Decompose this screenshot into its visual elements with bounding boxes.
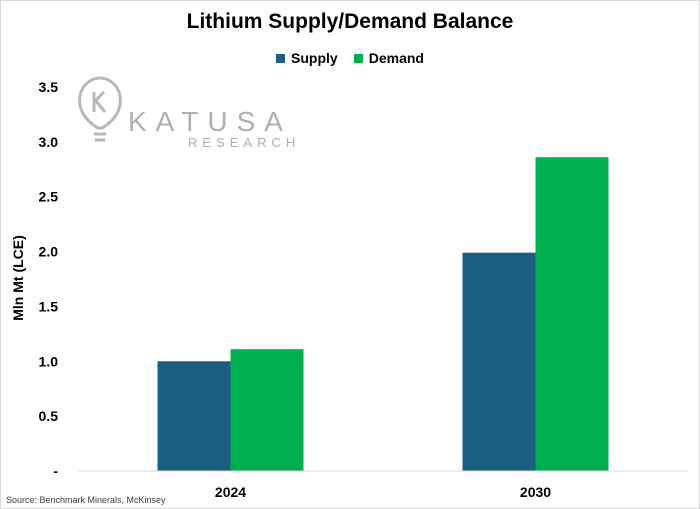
y-tick-label: 1.5 [39, 298, 59, 314]
bar-demand-2030 [535, 157, 609, 471]
x-tick-label: 2030 [520, 484, 551, 500]
y-tick-label: - [53, 463, 58, 479]
logo-subtext: RESEARCH [188, 135, 300, 150]
legend: Supply Demand [0, 50, 700, 66]
legend-swatch-demand [353, 53, 363, 63]
legend-item-demand: Demand [353, 50, 424, 66]
y-tick-label: 3.5 [39, 79, 59, 95]
legend-label-supply: Supply [291, 50, 338, 66]
bar-supply-2030 [462, 252, 536, 471]
y-tick-label: 0.5 [39, 408, 59, 424]
y-tick-label: 2.5 [39, 189, 59, 205]
bar-demand-2024 [230, 349, 304, 471]
bar-supply-2024 [157, 361, 231, 471]
lightbulb-icon [78, 76, 122, 142]
logo-text: KATUSA [128, 106, 292, 137]
y-tick-label: 3.0 [39, 134, 59, 150]
x-tick-label: 2024 [215, 484, 246, 500]
katusa-logo: KATUSA RESEARCH [78, 76, 300, 150]
chart-title: Lithium Supply/Demand Balance [186, 10, 514, 33]
legend-swatch-supply [276, 53, 286, 63]
source-note: Source: Benchmark Minerals, McKinsey [6, 495, 166, 505]
legend-item-supply: Supply [276, 50, 338, 66]
y-tick-label: 2.0 [39, 244, 59, 260]
y-tick-label: 1.0 [39, 353, 59, 369]
legend-label-demand: Demand [368, 50, 424, 66]
